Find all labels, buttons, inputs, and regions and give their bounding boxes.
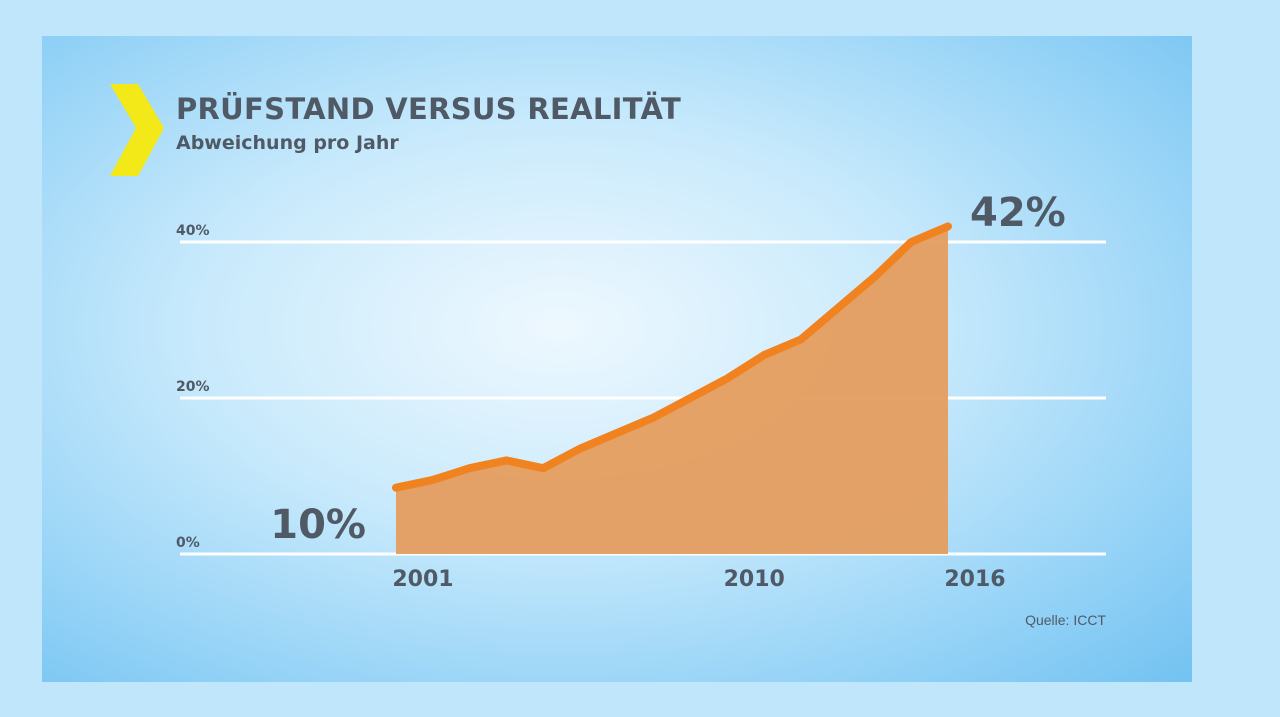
series-line [392,222,952,492]
accent-chevron-icon [110,84,164,176]
y-tick-label-0: 0% [176,535,200,551]
y-tick-label-20: 20% [176,379,210,395]
y-tick-label-40: 40% [176,223,210,239]
chart-subtitle: Abweichung pro Jahr [176,132,399,154]
x-tick-label-2010: 2010 [724,567,785,592]
area-chart: 0% 20% 40% 2001 2010 2016 10% 42% [110,84,1106,592]
chart-panel: 0% 20% 40% 2001 2010 2016 10% 42% PRÜFSTAND VER… [42,36,1192,682]
chart-title: PRÜFSTAND VERSUS REALITÄT [176,92,682,126]
area-fill [396,226,948,554]
data-label-2016: 42% [970,190,1066,236]
x-tick-label-2001: 2001 [392,567,453,592]
source-note: Quelle: ICCT [1025,612,1106,628]
x-tick-label-2016: 2016 [944,567,1005,592]
data-label-2001: 10% [270,502,366,548]
